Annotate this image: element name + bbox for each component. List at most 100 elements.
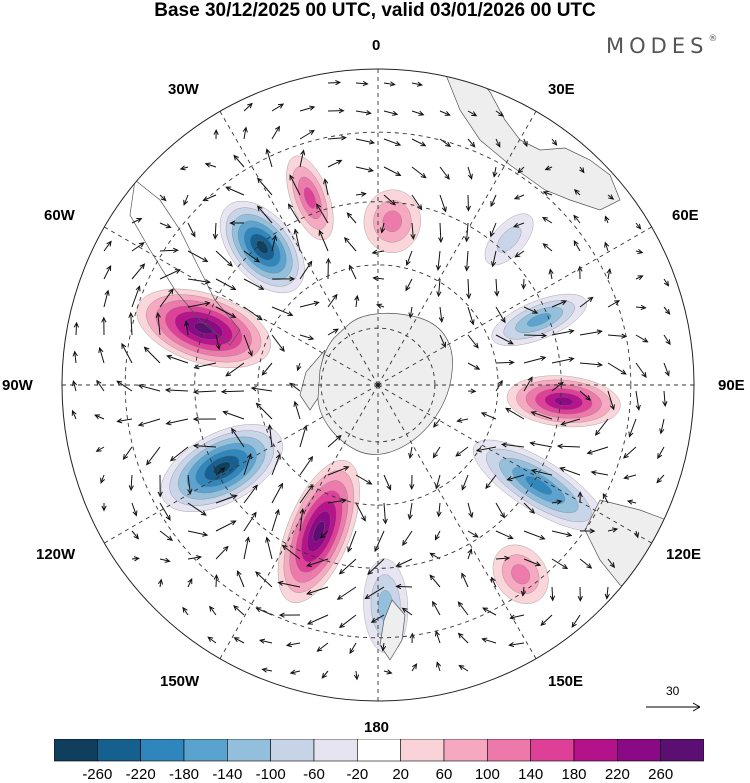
wind-arrow bbox=[411, 81, 424, 87]
wind-arrow bbox=[98, 346, 105, 364]
anomaly-contour bbox=[496, 226, 522, 253]
wind-arrow bbox=[243, 484, 258, 504]
wind-arrow bbox=[213, 129, 219, 140]
latitude-circle bbox=[194, 201, 562, 569]
wind-arrow bbox=[663, 362, 670, 377]
wind-arrow bbox=[169, 446, 189, 462]
wind-arrow bbox=[529, 441, 553, 448]
wind-arrow bbox=[467, 334, 479, 349]
wind-arrow bbox=[131, 556, 140, 562]
wind-arrow bbox=[489, 222, 497, 238]
wind-arrow bbox=[622, 446, 637, 459]
colorbar-label: -20 bbox=[346, 766, 369, 783]
wind-arrow bbox=[347, 530, 357, 553]
wind-arrow bbox=[187, 578, 193, 588]
wind-arrow bbox=[411, 663, 418, 672]
wind-arrow bbox=[467, 548, 473, 560]
positive-anomaly-lobe bbox=[277, 460, 360, 603]
wind-arrow bbox=[523, 376, 533, 392]
negative-anomaly-lobe bbox=[472, 439, 605, 532]
wind-arrow bbox=[164, 387, 189, 393]
wind-arrow bbox=[523, 332, 548, 339]
colorbar-swatch bbox=[487, 739, 531, 762]
wind-arrow bbox=[495, 110, 505, 117]
brand-name: MODES bbox=[606, 34, 709, 58]
wind-arrow bbox=[495, 334, 514, 345]
wind-arrow bbox=[594, 418, 609, 436]
wind-arrow bbox=[165, 418, 189, 426]
wind-arrow bbox=[355, 502, 366, 522]
lon-label-150e: 150E bbox=[548, 673, 584, 690]
wind-arrow bbox=[213, 573, 219, 588]
negative-anomaly-lobe bbox=[491, 293, 587, 346]
wind-arrow bbox=[407, 502, 413, 521]
wind-arrow bbox=[635, 334, 649, 343]
wind-arrow bbox=[299, 260, 313, 280]
wind-arrow bbox=[255, 402, 273, 420]
wind-arrow bbox=[327, 108, 345, 114]
wind-arrow bbox=[131, 218, 143, 224]
wind-arrow bbox=[548, 268, 554, 280]
wind-arrow bbox=[318, 229, 329, 252]
wind-arrow bbox=[243, 250, 260, 263]
wind-arrow bbox=[551, 499, 563, 505]
wind-arrow bbox=[159, 502, 171, 521]
wind-arrow bbox=[116, 418, 133, 424]
wind-arrow bbox=[577, 586, 583, 602]
wind-arrow bbox=[549, 586, 556, 602]
colorbar-label: -140 bbox=[212, 766, 243, 783]
wind-arrow bbox=[187, 502, 207, 516]
wind-arrow bbox=[157, 578, 164, 588]
wind-arrow bbox=[159, 557, 171, 563]
wind-arrow bbox=[439, 110, 451, 116]
colorbar-swatch bbox=[400, 739, 445, 762]
wind-arrow bbox=[408, 306, 414, 319]
wind-arrow bbox=[607, 558, 616, 569]
colorbar-label: -100 bbox=[255, 766, 286, 783]
wind-arrow bbox=[521, 278, 527, 290]
wind-arrow bbox=[306, 614, 329, 625]
wind-arrow bbox=[71, 409, 77, 420]
wind-arrow bbox=[299, 484, 314, 504]
wind-arrow bbox=[225, 362, 245, 377]
wind-arrow bbox=[455, 446, 469, 457]
wind-arrow bbox=[131, 242, 145, 252]
wind-arrow bbox=[438, 306, 444, 323]
wind-arrow bbox=[405, 250, 413, 266]
wind-arrow bbox=[231, 427, 245, 448]
lon-label-90e: 90E bbox=[718, 377, 745, 394]
colorbar-swatch bbox=[313, 739, 358, 762]
anomaly-field bbox=[136, 155, 621, 654]
wind-arrow bbox=[261, 667, 273, 673]
wind-arrow bbox=[411, 138, 427, 147]
wind-arrow bbox=[542, 190, 553, 196]
wind-arrow bbox=[220, 389, 245, 395]
wind-arrow bbox=[94, 414, 105, 420]
wind-arrow bbox=[101, 502, 107, 512]
brand-mark: ® bbox=[708, 34, 718, 44]
wind-arrow bbox=[155, 311, 161, 336]
wind-arrow bbox=[573, 189, 581, 196]
wind-arrow bbox=[103, 240, 112, 252]
wind-arrow bbox=[372, 275, 385, 281]
wind-arrow bbox=[271, 276, 296, 282]
wind-arrow bbox=[380, 642, 387, 652]
wind-arrow bbox=[316, 642, 329, 652]
wind-arrow bbox=[306, 558, 329, 568]
wind-arrow bbox=[265, 148, 273, 168]
wind-arrow bbox=[293, 228, 301, 252]
wind-arrow bbox=[72, 350, 78, 364]
wind-arrow bbox=[439, 194, 447, 213]
wind-arrow bbox=[187, 278, 211, 285]
wind-arrow bbox=[495, 530, 514, 540]
wind-arrow bbox=[131, 263, 146, 280]
wind-arrow bbox=[256, 205, 273, 224]
wind-arrow bbox=[490, 194, 497, 208]
wind-arrow bbox=[461, 474, 469, 491]
wind-arrow bbox=[187, 250, 209, 263]
wind-arrow bbox=[523, 558, 542, 567]
wind-vectors bbox=[71, 80, 671, 681]
wind-arrow bbox=[635, 222, 642, 230]
wind-arrow bbox=[429, 574, 441, 588]
